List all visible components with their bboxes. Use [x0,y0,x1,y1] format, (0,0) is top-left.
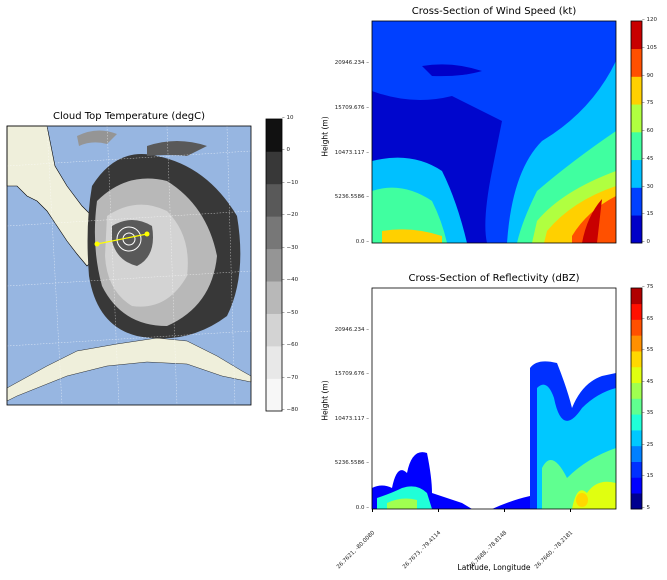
colorbar-tick-label: – −10 [282,179,299,186]
colorbar-tick-label: – 0 [282,147,290,154]
colorbar-band [631,398,642,415]
colorbar-tick-label: – 35 [642,410,654,417]
colorbar-band [266,313,282,347]
colorbar-band [631,477,642,494]
colorbar-tick-label: – 105 [642,44,657,51]
x-tick-mark [504,509,505,512]
wind-contour-45 [372,187,447,243]
x-tick-mark [372,509,373,512]
wind-colorbar [630,20,643,244]
y-tick-label: 0.0 – [355,505,369,511]
colorbar-band [631,430,642,447]
x-tick-mark [438,509,439,512]
colorbar-tick-label: – −30 [282,244,299,251]
colorbar-tick-label: – 15 [642,473,654,480]
colorbar-band [631,445,642,462]
colorbar-tick-label: – 15 [642,211,654,218]
y-tick-label: 10473.117 – [334,149,369,156]
colorbar-tick-label: – 5 [642,505,650,511]
map-axes [6,125,252,406]
colorbar-tick-label: – 45 [642,155,654,162]
colorbar-band [631,414,642,431]
refl-max [576,493,588,507]
colorbar-band [631,288,642,305]
colorbar-tick-label: – −40 [282,277,299,284]
colorbar-band [631,461,642,478]
colorbar-band [631,21,642,50]
x-tick-label: 26.7621, -80.0080 [335,530,377,571]
x-tick-mark [570,509,571,512]
colorbar-tick-label: – −70 [282,374,299,381]
colorbar-tick-label: – 25 [642,441,654,448]
refl-xlabel: Latitude, Longitude [457,563,531,572]
y-tick-label: 10473.117 – [334,415,369,422]
colorbar-band [266,248,282,282]
wind-ylabel: Height (m) [320,116,330,157]
colorbar-band [631,48,642,77]
colorbar-tick-label: – 90 [642,72,654,79]
colorbar-tick-label: – −20 [282,212,299,219]
wind-contour-bottom-left [382,229,442,243]
colorbar-tick-label: – 120 [642,17,657,23]
colorbar-band [631,215,642,244]
y-tick-label: 20946.234 – [334,326,369,333]
colorbar-band [631,303,642,320]
cloud-top-field [77,130,241,339]
colorbar-band [266,216,282,250]
colorbar-tick-label: – 65 [642,315,654,322]
refl-echo-left-core [387,498,417,509]
colorbar-tick-label: – 30 [642,183,654,190]
colorbar-band [266,378,282,412]
colorbar-tick-label: – 45 [642,378,654,385]
y-tick-label: 0.0 – [355,239,369,245]
colorbar-tick-label: – 55 [642,347,654,354]
colorbar-band [631,159,642,188]
colorbar-tick-label: – −80 [282,407,299,413]
cross-section-line [96,233,148,245]
cross-section-start-marker [94,241,100,247]
refl-colorbar [630,287,643,510]
colorbar-band [631,382,642,399]
temperature-colorbar [265,118,283,412]
colorbar-tick-label: – −60 [282,342,299,349]
y-tick-label: 20946.234 – [334,60,369,67]
colorbar-band [631,319,642,336]
y-tick-label: 5236.5586 – [334,460,369,467]
colorbar-band [631,104,642,133]
refl-ylabel: Height (m) [320,380,330,421]
colorbar-tick-label: – 10 [282,115,294,121]
colorbar-tick-label: – 0 [642,239,650,245]
colorbar-tick-label: – 75 [642,284,654,290]
y-tick-label: 15709.676 – [334,371,369,378]
colorbar-band [266,346,282,379]
colorbar-band [631,351,642,368]
colorbar-band [631,132,642,161]
refl-title: Cross-Section of Reflectivity (dBZ) [408,273,580,284]
y-tick-label: 15709.676 – [334,104,369,111]
colorbar-band [631,187,642,216]
colorbar-band [631,76,642,105]
refl-echo-mid [492,496,530,509]
colorbar-tick-label: – 60 [642,128,654,134]
colorbar-band [631,493,642,510]
florida-land [6,125,103,267]
colorbar-band [631,366,642,384]
wind-contour-105 [582,199,602,243]
y-tick-label: 5236.5586 – [334,194,369,201]
map-title: Cloud Top Temperature (degC) [53,111,205,122]
wind-title: Cross-Section of Wind Speed (kt) [411,6,577,17]
wind-contour-low2 [422,64,482,77]
cross-section-end-marker [144,231,150,237]
colorbar-band [266,183,282,217]
colorbar-band [266,119,282,152]
colorbar-band [631,335,642,352]
colorbar-band [266,281,282,314]
refl-axes [371,287,617,510]
wind-axes [371,20,617,244]
colorbar-band [266,151,282,185]
colorbar-tick-label: – −50 [282,309,299,316]
colorbar-tick-label: – 75 [642,100,654,107]
